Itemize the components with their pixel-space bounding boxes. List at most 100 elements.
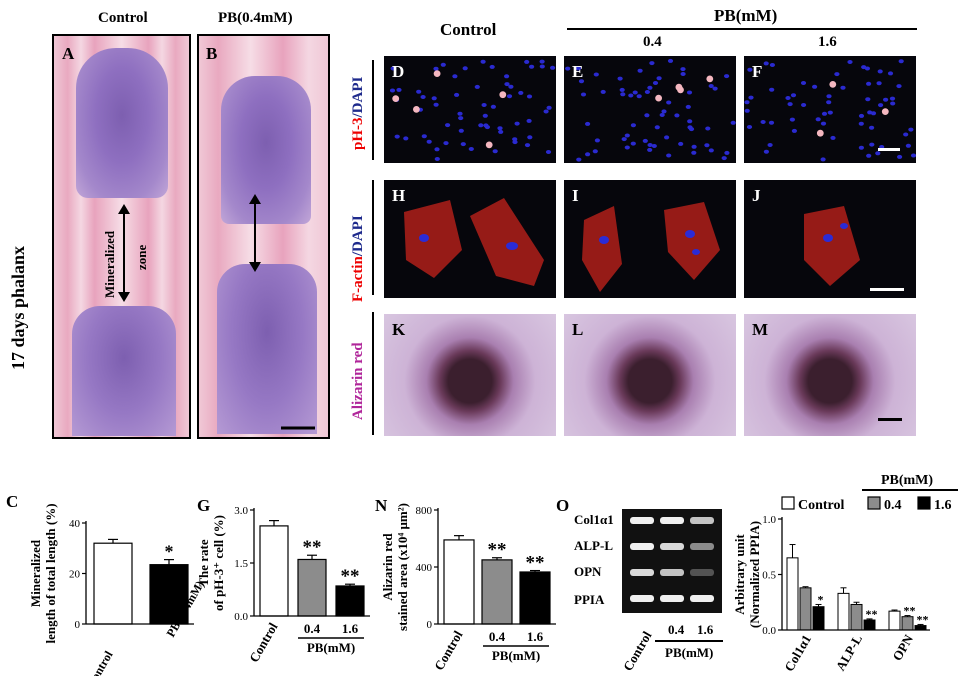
- gel-band: [690, 595, 714, 602]
- nucleus-dot: [821, 111, 828, 116]
- y-axis-label-2: of pH-3⁺ cell (%): [211, 515, 226, 611]
- nucleus-dot: [468, 147, 474, 151]
- significance-mark: **: [904, 604, 916, 618]
- nucleus-dot: [865, 97, 871, 102]
- nucleus-dot: [866, 153, 872, 158]
- y-axis-label-1: The rate: [196, 539, 211, 587]
- image-j: J: [744, 180, 916, 298]
- nucleus-dot: [746, 125, 753, 129]
- ph3-positive-cell: [485, 141, 493, 149]
- ph3-positive-cell: [829, 81, 837, 88]
- nucleus-dot: [763, 149, 769, 154]
- nucleus-dot: [708, 148, 714, 153]
- ph3-positive-cell: [499, 91, 507, 99]
- gel-image: [622, 509, 722, 613]
- x-tick-label: 0.4: [489, 629, 506, 644]
- nucleus-dot: [877, 69, 883, 74]
- nucleus-dot: [630, 123, 636, 128]
- nucleus-dot: [593, 72, 599, 77]
- nucleus-dot: [594, 138, 600, 143]
- nucleus-dot: [747, 67, 753, 72]
- gel-x-04: 0.4: [668, 622, 685, 637]
- ph3-positive-cell: [392, 95, 400, 102]
- image-d: D: [384, 56, 556, 163]
- image-i: I: [564, 180, 736, 298]
- gel-x-pb: PB(mM): [665, 645, 714, 660]
- nucleus-dot: [800, 81, 807, 85]
- x-tick-label: Control: [246, 620, 281, 665]
- nucleus-dot: [396, 87, 402, 92]
- nucleus-dot: [680, 67, 686, 72]
- gel-label-opn: OPN: [574, 564, 602, 579]
- image-h: H: [384, 180, 556, 298]
- nucleus-dot: [858, 145, 864, 150]
- nucleus-dot: [687, 119, 693, 124]
- panel-letter-a: A: [62, 44, 75, 63]
- nucleus-dot: [504, 74, 510, 79]
- significance-mark: **: [866, 607, 878, 621]
- nucleus-dot: [585, 152, 591, 157]
- nucleus-dot: [484, 125, 490, 130]
- legend-label: 1.6: [934, 498, 952, 513]
- nucleus-dot: [789, 117, 795, 122]
- row-divider-3: [372, 312, 374, 435]
- nucleus-dot: [458, 128, 464, 133]
- nucleus-dot: [791, 128, 797, 133]
- nucleus-dot: [642, 138, 648, 143]
- bar: [863, 619, 876, 631]
- y-tick-label: 0: [427, 619, 433, 631]
- panel-letter-n: N: [375, 496, 388, 515]
- x-tick-label: Col1α1: [781, 632, 814, 674]
- gel-band: [630, 569, 654, 576]
- nucleus-dot: [815, 117, 821, 122]
- nucleus-dot: [619, 87, 625, 92]
- nucleus-dot: [518, 90, 524, 95]
- nucleus-dot: [870, 111, 877, 116]
- y-tick-label: 0.5: [762, 570, 776, 582]
- nucleus-dot: [830, 135, 836, 140]
- nucleus-dot: [790, 93, 797, 98]
- y-axis-label-2: stained area (x10⁴ μm²): [395, 503, 410, 631]
- gel-band: [660, 543, 684, 550]
- nucleus-dot: [678, 141, 684, 146]
- nucleus-dot: [659, 113, 665, 117]
- bar: [443, 539, 475, 625]
- header-underline: [567, 28, 917, 30]
- nucleus-dot: [458, 116, 464, 121]
- ph3-positive-cell: [706, 75, 714, 83]
- ph3-positive-cell: [433, 70, 441, 77]
- nucleus-dot: [529, 64, 535, 69]
- ph3-positive-cell: [413, 106, 420, 113]
- nucleus-dot: [489, 64, 495, 69]
- x-tick-label: 1.6: [527, 629, 544, 644]
- nucleus-dot: [688, 127, 695, 132]
- nucleus-dot: [526, 118, 532, 123]
- legend-swatch: [917, 496, 931, 510]
- conc-label-04: 0.4: [643, 34, 662, 50]
- ph3-positive-cell: [677, 86, 684, 94]
- gel-label-ppia: PPIA: [574, 592, 605, 607]
- bar: [888, 610, 901, 631]
- nucleus-dot: [394, 134, 400, 139]
- nucleus-dot: [527, 135, 533, 140]
- nucleus-dot: [769, 63, 775, 67]
- y-tick-label: 400: [416, 562, 433, 574]
- y-tick-label: 3.0: [234, 505, 248, 517]
- bar: [259, 525, 289, 617]
- nucleus-dot: [644, 90, 650, 94]
- nucleus-dot: [539, 64, 545, 69]
- header-control-histology: Control: [98, 10, 148, 26]
- nucleus-dot: [621, 137, 627, 142]
- bar: [837, 592, 850, 631]
- y-tick-label: 0: [75, 619, 81, 631]
- ph3-positive-cell: [816, 129, 824, 137]
- nucleus-dot: [691, 150, 697, 155]
- ph3-positive-cell: [881, 108, 889, 115]
- nucleus-dot: [512, 137, 518, 142]
- bar: [93, 542, 133, 625]
- nucleus-dot: [460, 142, 466, 147]
- nucleus-dot: [748, 95, 754, 100]
- gel-label-col1a1: Col1α1: [574, 512, 614, 527]
- y-tick-label: 1.5: [234, 558, 248, 570]
- nucleus-dot: [600, 89, 606, 94]
